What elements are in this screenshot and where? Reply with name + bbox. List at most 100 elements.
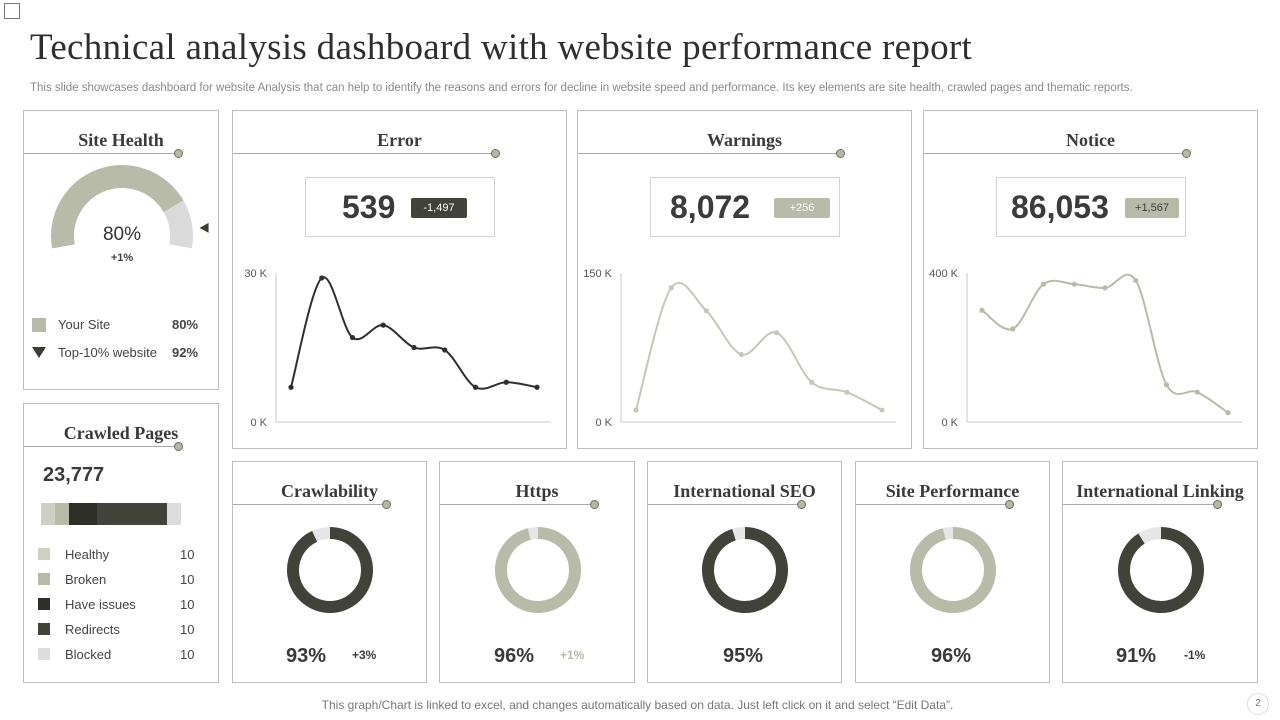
legend-swatch (38, 548, 50, 560)
legend-swatch (38, 648, 50, 660)
legend-label: Broken (65, 572, 107, 587)
data-point (349, 334, 356, 341)
error-panel: Error 539 -1,497 30 K 0 K (232, 110, 567, 449)
data-point (411, 344, 417, 351)
site-health-delta: +1% (110, 252, 134, 264)
crawled-pages-panel: Crawled Pages 23,777 Healthy 10 Broken 10 Ha… (23, 403, 219, 683)
notice-delta-badge: +1,567 (1125, 198, 1179, 218)
international-linking-title: International Linking (1076, 481, 1244, 501)
error-title: Error (377, 130, 422, 150)
international-seo-panel: International SEO 95% (647, 461, 842, 683)
legend-swatch (38, 573, 50, 585)
data-point (1133, 277, 1139, 284)
y-tick-label-max: 30 K (244, 268, 267, 280)
data-point (1071, 281, 1077, 287)
https-donut (495, 527, 581, 613)
data-point (380, 322, 386, 328)
international-seo-value: 95% (723, 645, 764, 667)
crawlability-delta: +3% (352, 648, 377, 662)
notice-trend-chart: 400 K 0 K (929, 268, 1242, 429)
data-point (1163, 382, 1170, 388)
site-health-title: Site Health (78, 130, 164, 150)
international-linking-panel: International Linking 91% -1% (1062, 461, 1258, 683)
square-icon (32, 318, 46, 332)
https-value: 96% (494, 645, 535, 667)
warnings-title: Warnings (706, 130, 783, 150)
corner-checkbox (4, 3, 20, 19)
triangle-down-icon (32, 347, 46, 358)
crawled-pages-total: 23,777 (43, 464, 105, 486)
crawlability-panel: Crawlability 93% +3% (232, 461, 427, 683)
y-tick-label-min: 0 K (250, 417, 267, 429)
series-line (981, 273, 1229, 414)
page-title: Technical analysis dashboard with websit… (30, 27, 973, 68)
data-point (738, 351, 745, 358)
legend-value: 10 (180, 597, 195, 612)
data-point (979, 307, 985, 313)
legend-swatch (38, 623, 50, 635)
data-point (534, 384, 540, 390)
gauge-segment-your-site (51, 165, 184, 249)
warnings-trend-chart: 150 K 0 K (583, 268, 896, 429)
error-value: 539 (342, 189, 396, 225)
bar-segment-broken (55, 503, 69, 525)
data-point (1102, 285, 1108, 291)
data-point (472, 384, 479, 390)
warnings-panel: Warnings 8,072 +256 150 K 0 K (577, 110, 912, 449)
page-number: 2 (1247, 693, 1269, 715)
series-line (290, 276, 538, 390)
crawled-pages-title: Crawled Pages (63, 423, 179, 443)
international-linking-delta: -1% (1184, 648, 1206, 662)
data-point (703, 308, 709, 314)
data-point (844, 389, 850, 395)
bar-segment-blocked (167, 503, 181, 525)
y-tick-label-min: 0 K (941, 417, 958, 429)
international-seo-title: International SEO (673, 481, 816, 501)
legend-value: 10 (180, 647, 195, 662)
data-point (442, 347, 448, 353)
gauge-marker-top10 (199, 222, 209, 233)
notice-kpi-box: 86,053 +1,567 (996, 177, 1186, 237)
donut-value-arc (287, 527, 373, 613)
donut-value-arc (495, 527, 581, 613)
data-point (1040, 281, 1047, 287)
data-point (809, 379, 815, 385)
y-tick-label-max: 150 K (583, 268, 612, 280)
legend-label: Blocked (65, 647, 112, 662)
donut-value-arc (910, 527, 996, 613)
legend-value: 10 (180, 547, 195, 562)
site-performance-panel: Site Performance 96% (855, 461, 1050, 683)
data-point (879, 407, 885, 413)
site-health-value: 80% (102, 224, 142, 245)
crawlability-donut (287, 527, 373, 613)
legend-value: 10 (180, 572, 195, 587)
international-linking-donut (1118, 527, 1204, 613)
https-delta: +1% (560, 648, 585, 662)
warnings-kpi-box: 8,072 +256 (650, 177, 840, 237)
https-panel: Https 96% +1% (439, 461, 635, 683)
data-point (773, 330, 780, 336)
crawled-pages-bar (41, 503, 181, 525)
legend-label: Healthy (65, 547, 110, 562)
data-point (1194, 389, 1200, 395)
legend-label: Have issues (65, 597, 136, 612)
crawlability-value: 93% (286, 645, 327, 667)
data-point (503, 379, 509, 385)
legend-value: 10 (180, 622, 195, 637)
data-point (1225, 410, 1231, 416)
notice-panel: Notice 86,053 +1,567 400 K 0 K (923, 110, 1258, 449)
error-delta-badge: -1,497 (411, 198, 467, 218)
page-subtitle: This slide showcases dashboard for websi… (30, 82, 1133, 94)
warnings-value: 8,072 (670, 189, 751, 225)
gauge-segment-remaining (163, 200, 194, 249)
site-performance-title: Site Performance (885, 481, 1020, 501)
crawlability-title: Crawlability (281, 481, 378, 501)
donut-value-arc (702, 527, 788, 613)
legend-label: Redirects (65, 622, 120, 637)
data-point (1010, 326, 1016, 332)
international-linking-value: 91% (1116, 645, 1157, 667)
site-performance-value: 96% (931, 645, 972, 667)
site-performance-donut (910, 527, 996, 613)
y-tick-label-min: 0 K (595, 417, 612, 429)
bar-segment-healthy (41, 503, 55, 525)
